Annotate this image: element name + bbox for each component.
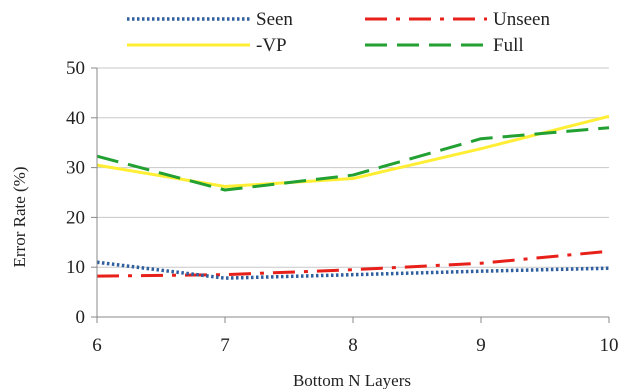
series-line-vp	[96, 114, 610, 189]
plot-area: 0 10 20 30 40 50 6 7 8 9 10	[66, 58, 619, 356]
x-tick-label: 9	[476, 335, 486, 356]
y-tick-label: 20	[66, 207, 85, 228]
series-line-full	[96, 126, 610, 192]
y-tick-label: 50	[66, 58, 85, 79]
legend-label-vp: -VP	[256, 35, 287, 56]
legend-label-seen: Seen	[256, 9, 293, 30]
y-tick-label: 30	[66, 158, 85, 179]
legend: Seen Unseen -VP Full	[127, 9, 550, 56]
y-tick-label: 0	[76, 307, 86, 328]
y-tick-label: 10	[66, 257, 85, 278]
series-line-seen	[96, 260, 610, 280]
x-tick-label: 7	[220, 335, 230, 356]
legend-label-unseen: Unseen	[493, 9, 550, 30]
series-line-unseen	[96, 249, 610, 278]
legend-label-full: Full	[493, 35, 524, 56]
axes: 0 10 20 30 40 50 6 7 8 9 10	[66, 58, 619, 356]
y-axis-title: Error Rate (%)	[10, 166, 29, 267]
gridlines	[97, 67, 609, 268]
x-tick-label: 6	[92, 335, 102, 356]
x-tick-label: 10	[600, 335, 619, 356]
series-layer	[96, 114, 610, 280]
x-tick-label: 8	[348, 335, 358, 356]
x-axis-title: Bottom N Layers	[293, 371, 411, 389]
y-tick-label: 40	[66, 108, 85, 129]
